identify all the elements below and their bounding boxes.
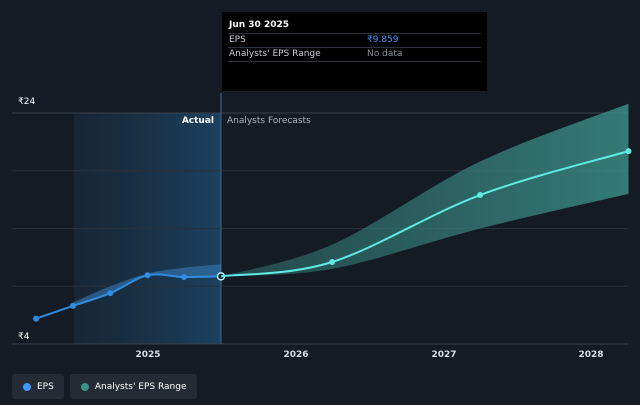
tooltip-date: Jun 30 2025 — [229, 20, 290, 30]
legend-item-range[interactable]: Analysts' EPS Range — [69, 374, 197, 399]
eps-point — [33, 315, 40, 322]
eps-line — [35, 273, 222, 320]
forecast-range-band — [220, 103, 629, 277]
tooltip-range-label: Analysts' EPS Range — [229, 49, 321, 59]
tooltip-eps-value: ₹9.859 — [367, 35, 399, 45]
eps-forecast-point — [477, 192, 484, 199]
y-label-top: ₹24 — [18, 97, 35, 107]
legend-eps-label: EPS — [37, 381, 54, 392]
tooltip-range-value: No data — [367, 49, 403, 59]
y-label-bottom: ₹4 — [18, 332, 30, 342]
x-tick-label: 2026 — [283, 350, 308, 360]
tooltip-row-range: Analysts' EPS Range No data — [228, 47, 481, 62]
tooltip: Jun 30 2025 EPS ₹9.859 Analysts' EPS Ran… — [222, 12, 487, 91]
legend-eps-swatch — [23, 382, 31, 391]
legend-item-eps[interactable]: EPS — [12, 374, 64, 399]
tooltip-row-eps: EPS ₹9.859 — [228, 33, 481, 47]
x-tick-label: 2025 — [135, 350, 160, 360]
eps-point — [69, 302, 76, 309]
legend-range-label: Analysts' EPS Range — [94, 381, 187, 392]
region-label-actual: Actual — [182, 116, 214, 126]
eps-forecast-point — [625, 148, 632, 155]
region-label-forecast: Analysts Forecasts — [227, 116, 311, 126]
eps-point — [144, 272, 151, 279]
eps-point — [107, 290, 114, 297]
eps-forecast-point — [329, 258, 336, 265]
legend-range-swatch — [80, 382, 89, 391]
eps-forecast-line — [220, 150, 629, 278]
tooltip-eps-label: EPS — [229, 35, 246, 45]
x-tick-label: 2028 — [578, 350, 603, 360]
legend: EPS Analysts' EPS Range — [12, 374, 197, 399]
x-tick-label: 2027 — [431, 350, 456, 360]
eps-point — [181, 274, 188, 281]
